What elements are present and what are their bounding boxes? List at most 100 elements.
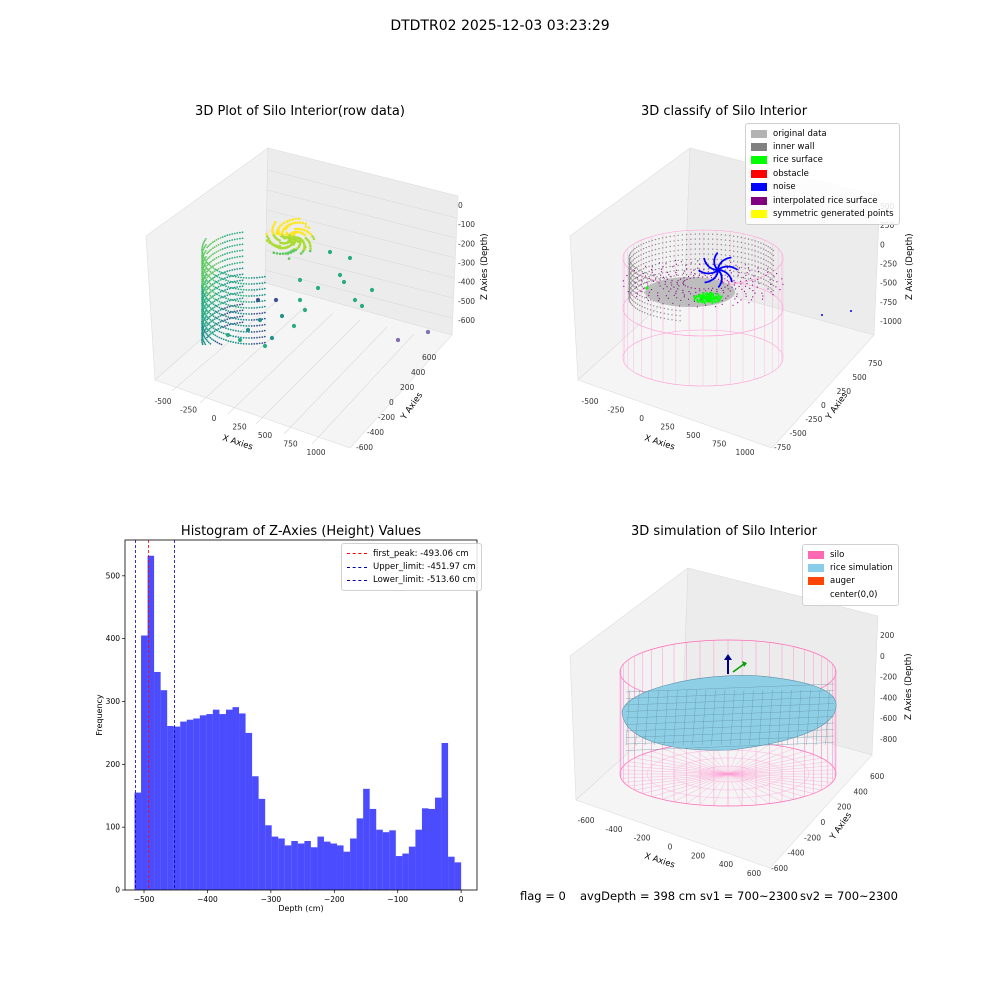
- panel1-ytick: 0: [389, 398, 394, 407]
- inner-wall-point: [740, 246, 743, 249]
- inner-wall-point: [707, 268, 710, 270]
- inner-wall-point: [651, 264, 653, 267]
- cloud-point: [216, 299, 219, 302]
- inner-wall-point: [628, 282, 630, 284]
- inner-wall-point: [771, 278, 773, 280]
- legend-label: rice simulation: [830, 563, 893, 574]
- inner-wall-point: [740, 241, 743, 244]
- cloud-point: [215, 239, 218, 241]
- cloud-point: [234, 281, 237, 284]
- interpolated-point: [687, 298, 690, 300]
- inner-wall-point: [698, 258, 701, 260]
- inner-wall-point: [694, 243, 696, 245]
- inner-wall-point: [733, 245, 735, 247]
- inner-wall-point: [771, 273, 773, 275]
- inner-wall-point: [628, 267, 630, 269]
- cloud-point: [263, 335, 266, 338]
- inner-wall-point: [654, 273, 657, 276]
- inner-wall-point: [644, 312, 646, 314]
- cloud-point: [241, 237, 244, 240]
- cloud-point: [234, 305, 237, 308]
- inner-wall-point: [632, 274, 634, 276]
- cloud-point: [202, 254, 204, 257]
- cloud-point: [263, 281, 266, 284]
- inner-wall-point: [641, 291, 643, 293]
- interpolated-point: [749, 287, 751, 289]
- inner-wall-point: [633, 291, 635, 293]
- interpolated-point: [738, 272, 740, 274]
- inner-wall-point: [747, 263, 750, 265]
- inner-wall-point: [629, 258, 631, 260]
- inner-wall-point: [765, 249, 767, 252]
- interpolated-point: [680, 261, 683, 263]
- cloud-point: [204, 283, 207, 286]
- cloud-point: [209, 330, 212, 333]
- interpolated-point: [697, 260, 699, 262]
- inner-wall-point: [733, 250, 735, 252]
- cloud-point: [213, 294, 216, 296]
- interpolated-point: [736, 293, 738, 295]
- interpolated-point: [675, 263, 678, 265]
- inner-wall-point: [628, 274, 631, 277]
- cloud-point: [220, 301, 223, 304]
- cloud-point: [201, 247, 204, 249]
- inner-wall-point: [673, 250, 675, 252]
- cloud-point: [231, 239, 234, 241]
- cloud-point: [201, 305, 204, 308]
- inner-wall-point: [729, 259, 731, 262]
- inner-wall-point: [685, 253, 688, 256]
- cloud-point: [201, 271, 204, 274]
- cloud-point: [315, 285, 321, 291]
- inner-wall-point: [740, 276, 743, 279]
- interpolated-point: [682, 282, 684, 284]
- cloud-point: [203, 299, 206, 302]
- inner-wall-point: [644, 277, 646, 279]
- cloud-point: [214, 286, 217, 289]
- cloud-point: [202, 334, 205, 337]
- cloud-point: [227, 292, 230, 294]
- cloud-point: [211, 272, 213, 274]
- inner-wall-point: [642, 268, 645, 270]
- inner-wall-point: [677, 259, 679, 262]
- inner-wall-point: [628, 300, 631, 302]
- cloud-point: [229, 298, 232, 301]
- inner-wall-point: [771, 268, 773, 270]
- inner-wall-point: [757, 266, 759, 268]
- cloud-point: [216, 341, 219, 344]
- cloud-point: [250, 301, 253, 303]
- interpolated-point: [682, 292, 684, 294]
- cloud-point: [231, 263, 234, 265]
- cloud-point: [202, 296, 204, 299]
- inner-wall-point: [641, 286, 643, 288]
- interpolated-point: [737, 302, 739, 304]
- cloud-point: [216, 275, 219, 278]
- inner-wall-point: [685, 243, 688, 246]
- inner-wall-point: [640, 254, 642, 256]
- inner-wall-point: [645, 271, 647, 274]
- inner-wall-point: [681, 249, 684, 251]
- inner-wall-point: [669, 255, 671, 258]
- inner-wall-point: [636, 288, 639, 290]
- inner-wall-point: [628, 264, 631, 267]
- cloud-point: [213, 252, 216, 255]
- cloud-point: [273, 244, 277, 248]
- cloud-point: [253, 301, 256, 303]
- legend-entry: auger: [808, 575, 893, 588]
- cloud-point: [217, 298, 220, 300]
- interpolated-point: [683, 284, 685, 286]
- inner-wall-point: [772, 289, 775, 292]
- cloud-point: [201, 277, 204, 280]
- inner-wall-point: [628, 259, 631, 262]
- inner-wall-point: [772, 254, 775, 257]
- cloud-point: [234, 287, 237, 290]
- cloud-point: [234, 311, 237, 314]
- cloud-point: [212, 327, 215, 330]
- inner-wall-point: [665, 256, 667, 258]
- cloud-point: [236, 322, 239, 324]
- cloud-point: [206, 298, 209, 300]
- inner-wall-point: [631, 275, 633, 277]
- inner-wall-point: [690, 268, 692, 270]
- cloud-point: [237, 276, 240, 279]
- cloud-point: [256, 342, 258, 345]
- cloud-point: [212, 285, 215, 288]
